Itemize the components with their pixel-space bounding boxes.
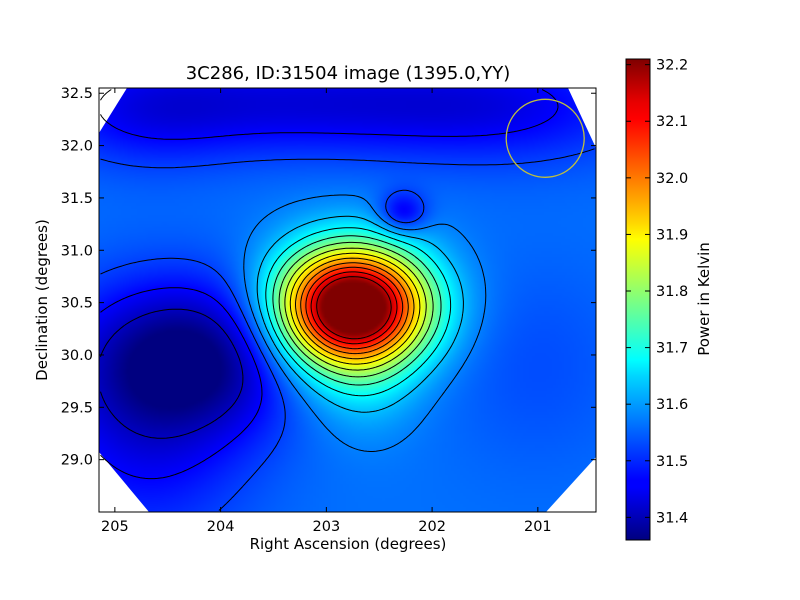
colorbar-tick-label: 32.0 [656,171,688,187]
y-tick-label: 31.5 [61,191,93,207]
contour-level-14 [310,271,398,345]
y-tick-label: 29.0 [61,453,93,469]
y-axis-label: Declination (degrees) [33,219,51,381]
colorbar-tick-label: 31.8 [656,284,688,300]
contour-level-1 [100,308,244,439]
x-axis-label: Right Ascension (degrees) [250,535,447,553]
x-tick-label: 204 [207,519,235,535]
y-tick-label: 32.5 [61,86,93,102]
colorbar-tick-label: 32.2 [656,58,688,74]
colorbar-tick-label: 32.1 [656,114,688,130]
x-tick-label: 201 [524,519,552,535]
contour-level-15 [316,276,392,340]
x-tick-label: 205 [101,519,129,535]
y-tick-label: 29.5 [61,400,93,416]
contour-level-7 [272,235,442,386]
x-tick-label: 202 [418,519,446,535]
y-tick-label: 32.0 [61,139,93,155]
colorbar-tick-label: 31.4 [656,510,688,526]
contour-level-8 [278,241,434,378]
colorbar-label: Power in Kelvin [695,242,713,356]
contour-level-9 [284,247,427,371]
colorbar-tick-label: 31.5 [656,454,688,470]
heatmap-image [99,88,596,512]
contour-level-4 [243,194,487,452]
contour-level-13 [305,266,404,350]
contour-level-5 [256,215,464,413]
y-tick-label: 30.5 [61,296,93,312]
plot-frame [98,87,597,513]
beam-marker-circle [505,98,585,178]
contour-level-3 [100,148,595,511]
colorbar: 31.4 31.5 31.6 31.7 31.8 31.9 32.0 32.1 32.2 Pow… [625,58,713,541]
y-tick-label: 30.0 [61,348,93,364]
chart-title: 3C286, ID:31504 image (1395.0,YY) [186,63,511,84]
colorbar-tick-label: 31.9 [656,227,688,243]
y-axis-ticks: 29.0 29.5 30.0 30.5 31.0 31.5 32.0 32.5 [61,86,596,469]
contour-level-6 [265,227,452,397]
contour-level-12 [300,262,409,355]
colorbar-tick-label: 31.7 [656,341,688,357]
colorbar-tick-label: 31.6 [656,397,688,413]
colorbar-gradient [625,58,651,541]
contour-level-11 [295,257,415,360]
plot-area [99,88,596,512]
contour-level-2 [100,89,559,480]
contour-lines [100,89,595,511]
colorbar-ticks: 31.4 31.5 31.6 31.7 31.8 31.9 32.0 32.1 32.2 [626,58,688,526]
x-tick-label: 203 [313,519,341,535]
x-axis-ticks: 205 204 203 202 201 [101,88,552,535]
y-tick-label: 31.0 [61,243,93,259]
contour-level-10 [289,252,421,365]
